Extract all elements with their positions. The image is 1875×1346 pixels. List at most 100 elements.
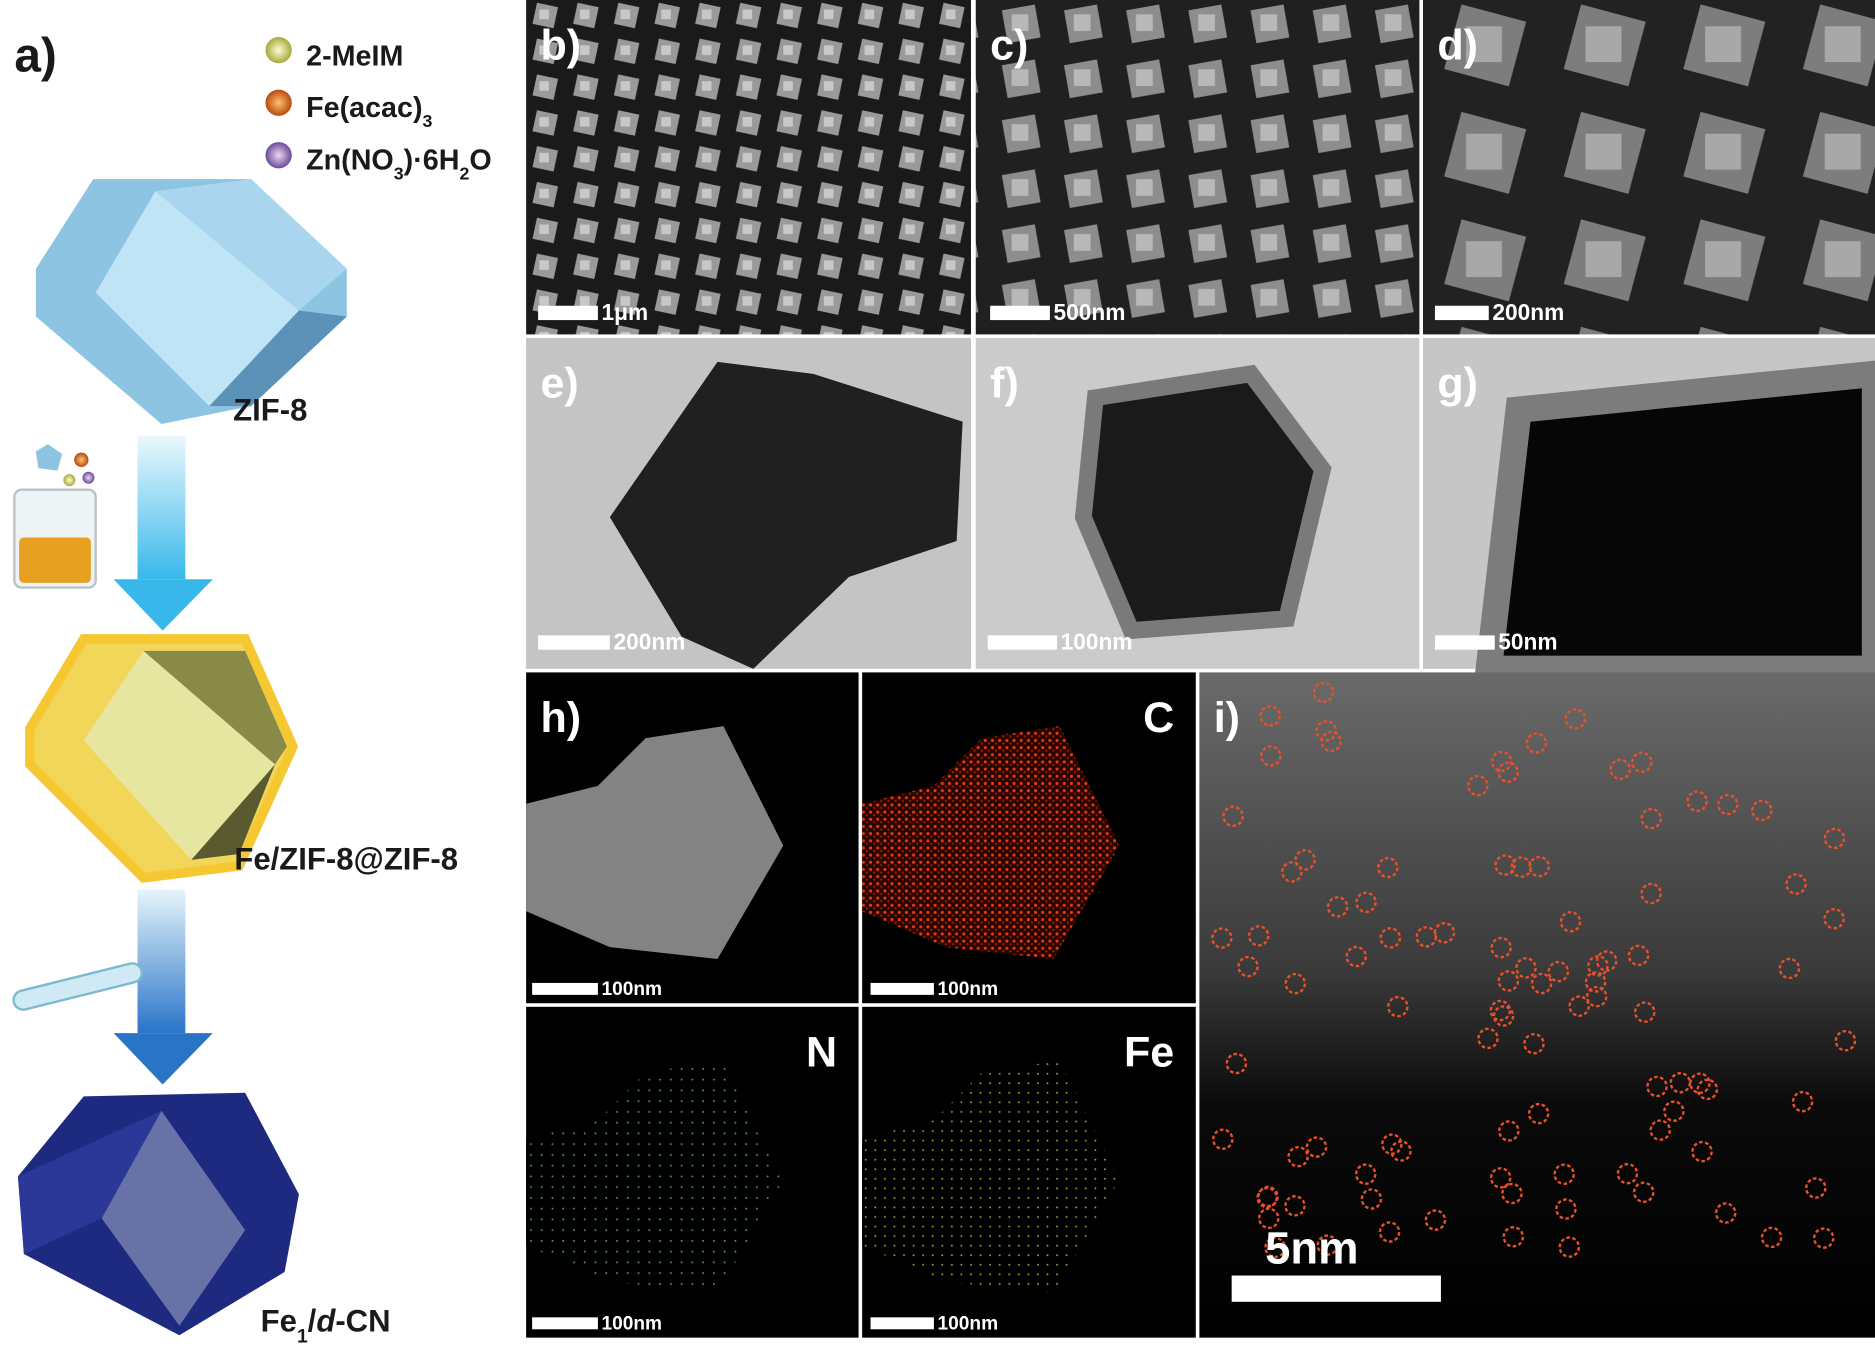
scale-bar-label: 5nm xyxy=(1265,1223,1358,1274)
arrow xyxy=(113,1033,213,1085)
micrograph-panel: h) 100nm xyxy=(526,672,859,1004)
atom-marker xyxy=(1260,745,1282,767)
atom-marker xyxy=(1587,955,1609,977)
atom-marker xyxy=(1315,720,1337,742)
panel-label: i) xyxy=(1214,694,1240,742)
scale-bar-label: 100nm xyxy=(601,1313,662,1334)
ball-icon xyxy=(265,142,292,169)
scale-bar-label: 1μm xyxy=(601,299,648,325)
text-part: Fe(acac) xyxy=(306,92,422,124)
atom-marker xyxy=(1791,1090,1814,1113)
particle xyxy=(1474,360,1875,682)
atom-marker xyxy=(1477,1027,1499,1050)
atom-marker xyxy=(1584,971,1607,993)
atom-marker xyxy=(1284,972,1307,995)
atom-marker xyxy=(1627,944,1650,967)
panel-label: a) xyxy=(14,30,57,83)
panel-label: C xyxy=(1143,694,1174,742)
scale-bar xyxy=(1434,305,1489,321)
text-part: 1 xyxy=(297,1326,308,1346)
stage-label: Fe/ZIF-8@ZIF-8 xyxy=(234,841,458,876)
fe1-dcn-crystal xyxy=(17,1092,299,1336)
atom-marker xyxy=(1555,1198,1577,1220)
atom-marker xyxy=(1490,750,1513,773)
panel-label: Fe xyxy=(1124,1029,1174,1077)
schematic xyxy=(12,37,347,1336)
atom-marker xyxy=(1778,957,1801,980)
scale-bar-label: 100nm xyxy=(1061,629,1133,655)
atom-marker xyxy=(1345,945,1368,968)
panel-label: f) xyxy=(990,360,1019,408)
text-part: )·6H xyxy=(404,145,460,177)
atom-marker xyxy=(1515,957,1537,979)
atom-marker xyxy=(1717,793,1739,816)
scale-bar-label: 100nm xyxy=(938,1313,999,1334)
atom-marker xyxy=(1492,1005,1515,1027)
atom-marker xyxy=(1294,849,1316,871)
atom-marker xyxy=(1497,970,1520,992)
core-shell-crystal xyxy=(25,634,299,883)
arrow xyxy=(137,435,186,580)
atom-marker xyxy=(1256,1186,1278,1209)
panel-label: d) xyxy=(1437,22,1478,70)
beaker xyxy=(13,444,97,589)
panel-label: N xyxy=(806,1029,837,1077)
atom-marker xyxy=(1634,1001,1656,1023)
legend-label: 2-MeIM xyxy=(306,41,403,73)
atom-marker xyxy=(1489,999,1512,1022)
micrograph xyxy=(1199,672,1875,1338)
atom-marker xyxy=(1823,907,1845,930)
atom-marker xyxy=(1564,708,1587,730)
atom-marker xyxy=(1595,950,1618,972)
atom-marker xyxy=(1377,856,1399,879)
text-part: Fe/ZIF-8@ZIF-8 xyxy=(234,841,458,876)
scale-bar xyxy=(990,305,1050,321)
text-part: -CN xyxy=(335,1304,390,1339)
element-map xyxy=(862,726,1120,960)
panel-label: c) xyxy=(990,22,1028,70)
ball-icon xyxy=(265,37,292,64)
atom-marker xyxy=(1553,1163,1575,1186)
atom-marker xyxy=(1211,927,1233,949)
panel-label: h) xyxy=(540,694,581,742)
scale-bar xyxy=(1231,1275,1441,1302)
atom-marker xyxy=(1225,1052,1248,1075)
scale-bar-label: 500nm xyxy=(1053,299,1125,325)
micrograph-panel: e) 200nm xyxy=(526,337,971,669)
scale-bar xyxy=(987,635,1058,650)
atom-marker xyxy=(1823,827,1846,850)
atom-marker xyxy=(1609,758,1632,781)
micrograph-panel: Fe 100nm xyxy=(862,1006,1196,1338)
atom-marker xyxy=(1663,1100,1685,1122)
micrograph-grid: b) 1μm c) 500nm d) 200nm e) 200nm f) 100nm g) 50nm h… xyxy=(526,0,1875,1338)
scale-bar xyxy=(532,982,598,995)
scale-bar xyxy=(870,1317,934,1330)
micrograph-panel: g) 50nm xyxy=(1422,337,1875,682)
micrograph-panel: c) 500nm xyxy=(975,0,1420,335)
atom-marker xyxy=(1489,1167,1512,1189)
text-part: 3 xyxy=(423,111,433,131)
atom-marker xyxy=(1326,896,1349,918)
atom-marker xyxy=(1281,861,1303,883)
micrograph-panel: f) 100nm xyxy=(975,337,1420,669)
atom-marker xyxy=(1247,925,1270,947)
atom-marker xyxy=(1497,761,1519,783)
atom-marker xyxy=(1264,1236,1286,1259)
atom-marker xyxy=(1502,1226,1525,1248)
text-part: / xyxy=(308,1304,317,1339)
atom-marker xyxy=(1316,1234,1339,1256)
atom-marker xyxy=(1547,960,1570,983)
atom-marker xyxy=(1287,1145,1309,1168)
atom-marker xyxy=(1312,681,1335,704)
scale-bar-label: 50nm xyxy=(1498,629,1557,655)
atom-marker xyxy=(1222,805,1244,828)
text-part: ZIF-8 xyxy=(233,392,307,427)
text-part: Fe xyxy=(261,1304,297,1339)
atom-marker xyxy=(1257,1207,1280,1230)
atom-marker xyxy=(1490,936,1512,959)
atom-marker xyxy=(1355,891,1377,914)
atom-marker xyxy=(1568,995,1590,1017)
atom-marker xyxy=(1237,955,1259,978)
scale-bar xyxy=(538,305,598,321)
